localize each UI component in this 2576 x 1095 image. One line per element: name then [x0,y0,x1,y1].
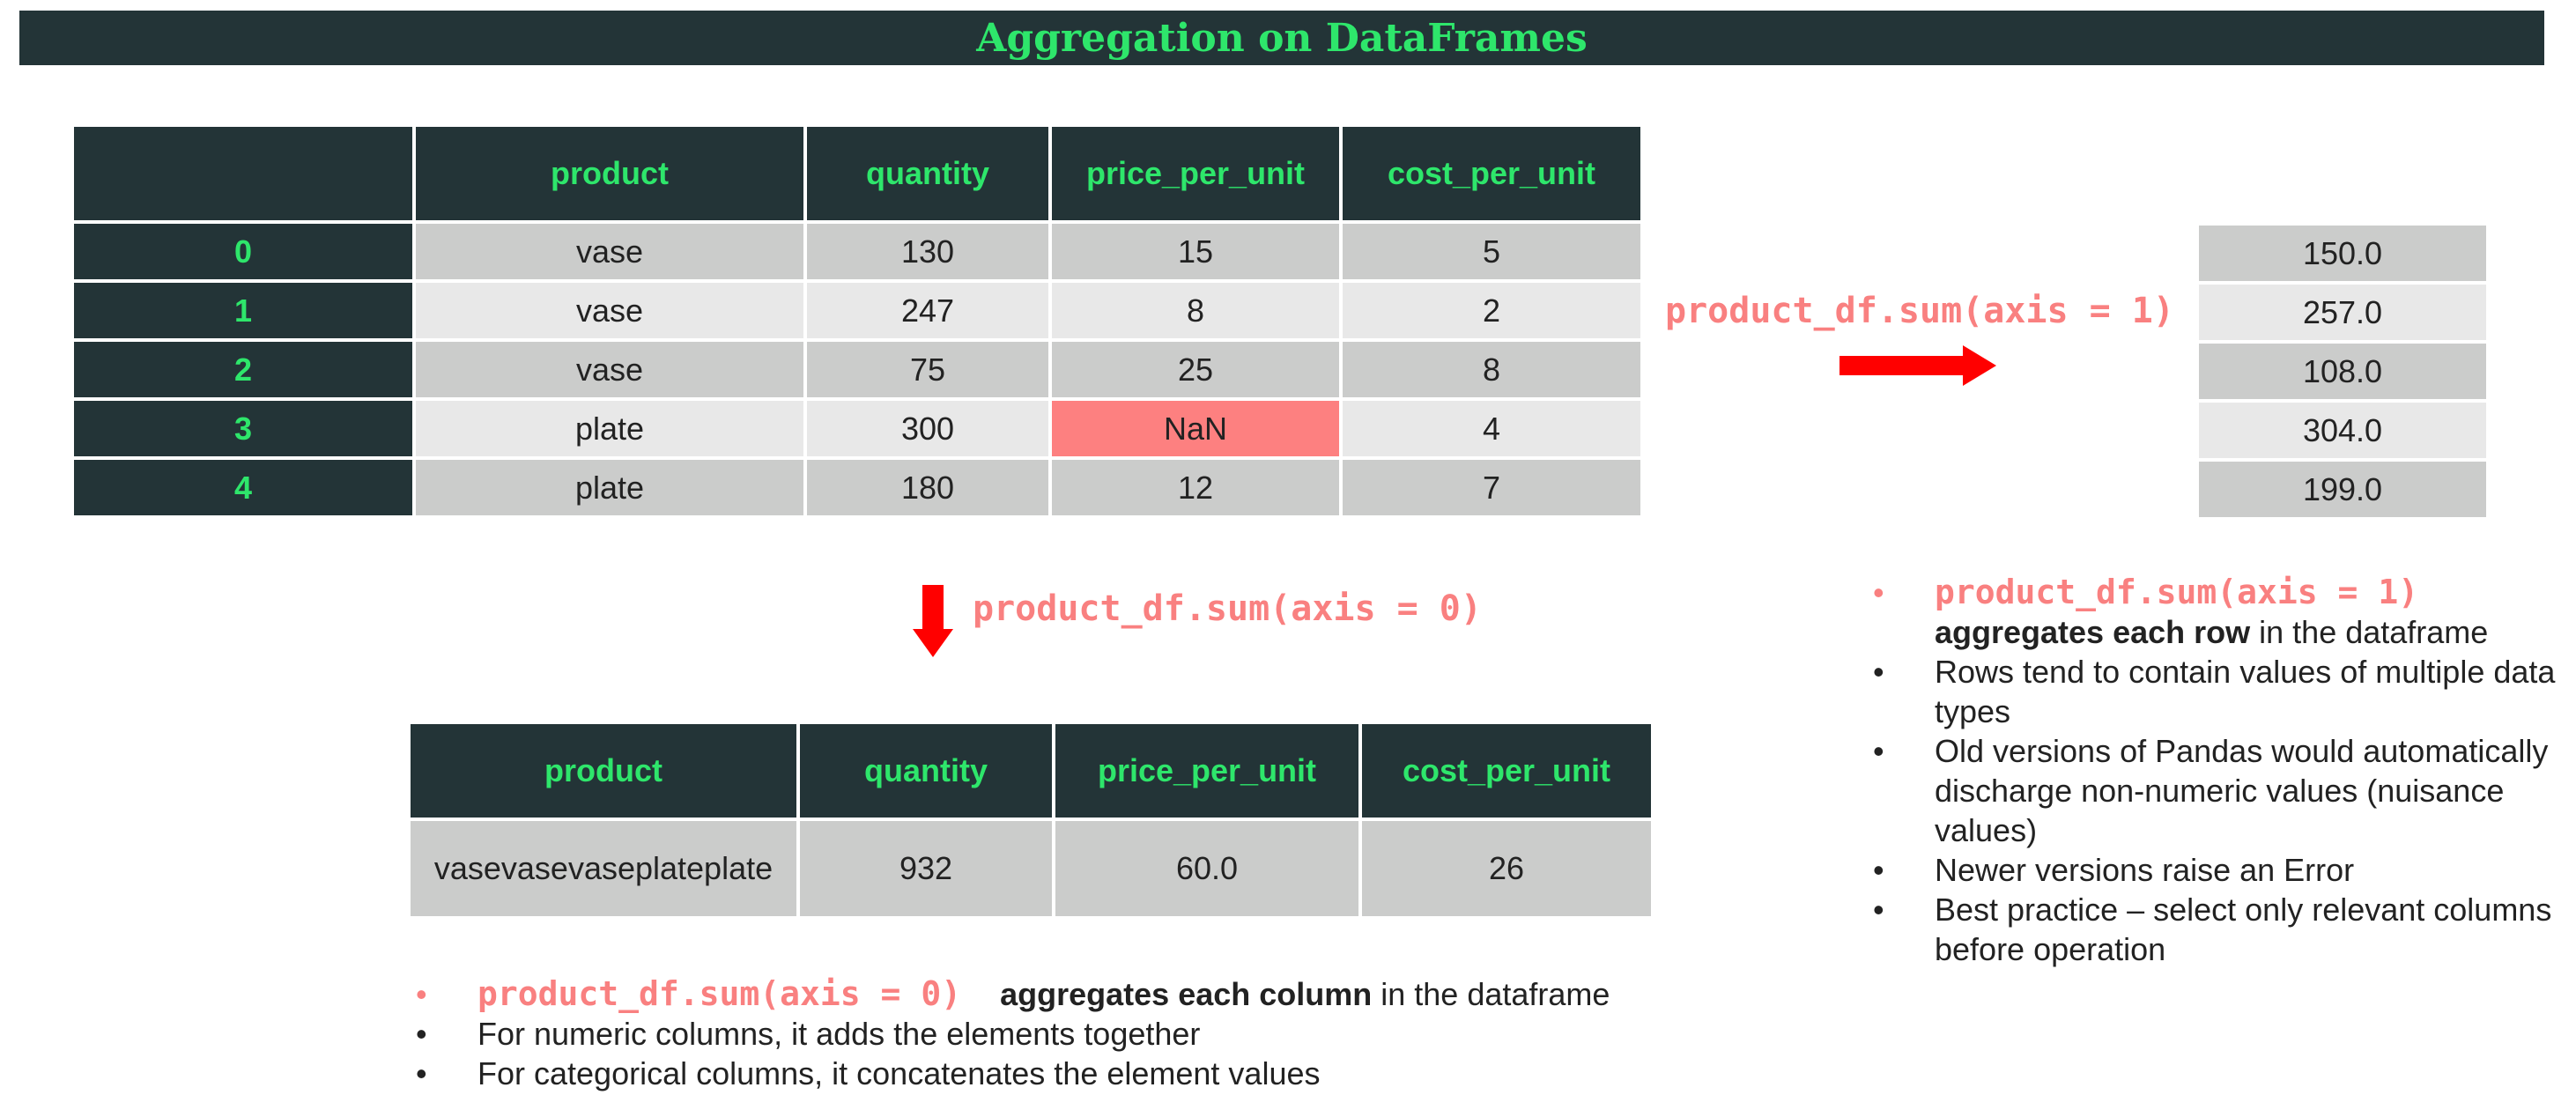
table-cell: 7 [1339,456,1644,519]
row-index: 3 [70,397,416,460]
column-header-cost-per-unit: cost_per_unit [1339,123,1644,224]
table-cell: 60.0 [1052,818,1362,920]
row-index: 2 [70,338,416,401]
table-row: 108.0 [2195,340,2490,403]
table-cell: plate [412,397,807,460]
bullet-icon: • [416,1055,427,1091]
list-item-text: Newer versions raise an Error [1935,852,2355,888]
list-item-text: For categorical columns, it concatenates… [477,1055,1321,1091]
table-row: 1 vase 247 8 2 [70,279,1644,342]
code-snippet: product_df.sum(axis = 1) [1935,573,2419,611]
list-item: • Best practice – select only relevant c… [1873,890,2560,969]
right-arrow-icon [1839,345,1996,386]
table-row: 199.0 [2195,458,2490,521]
table-cell: vasevasevaseplateplate [407,818,800,920]
code-snippet: product_df.sum(axis = 0) [477,974,962,1013]
table-cell: 8 [1339,338,1644,401]
table-cell: 247 [803,279,1052,342]
table-cell: 180 [803,456,1052,519]
table-cell: 12 [1048,456,1343,519]
row-index: 0 [70,220,416,283]
page-title: Aggregation on DataFrames [976,15,1588,61]
column-header-product: product [407,721,800,821]
table-cell: 25 [1048,338,1343,401]
axis0-bullet-list: • product_df.sum(axis = 0) aggregates ea… [416,974,1720,1093]
axis1-bullet-list: • product_df.sum(axis = 1) aggregates ea… [1873,573,2560,969]
list-item: • Rows tend to contain values of multipl… [1873,652,2560,731]
table-row: 4 plate 180 12 7 [70,456,1644,519]
list-item: • product_df.sum(axis = 1) aggregates ea… [1873,573,2560,652]
axis1-code-label: product_df.sum(axis = 1) [1665,291,2174,331]
result-cell: 150.0 [2195,222,2490,285]
table-row: 257.0 [2195,281,2490,344]
list-item-text: Old versions of Pandas would automatical… [1935,733,2549,848]
bold-text: aggregates each row [1935,614,2251,650]
table-cell: plate [412,456,807,519]
table-cell: 4 [1339,397,1644,460]
bold-text: aggregates each column [1000,976,1373,1012]
table-cell: 932 [796,818,1055,920]
column-header-quantity: quantity [796,721,1055,821]
result-cell: 304.0 [2195,399,2490,462]
table-cell: vase [412,279,807,342]
table-row: vasevasevaseplateplate 932 60.0 26 [407,818,1654,920]
table-cell: vase [412,338,807,401]
column-header-index [70,123,416,224]
table-cell: 75 [803,338,1052,401]
list-item-text: Best practice – select only relevant col… [1935,892,2552,967]
table-cell: 15 [1048,220,1343,283]
list-item: • Old versions of Pandas would automatic… [1873,731,2560,850]
list-item: • For categorical columns, it concatenat… [416,1054,1720,1093]
table-header-row: product quantity price_per_unit cost_per… [407,721,1654,821]
table-cell: 130 [803,220,1052,283]
list-item: • Newer versions raise an Error [1873,850,2560,890]
list-item-text: in the dataframe [1372,976,1610,1012]
axis0-code-label: product_df.sum(axis = 0) [973,588,1482,629]
table-header-row: product quantity price_per_unit cost_per… [70,123,1644,224]
down-arrow-icon [913,585,953,657]
table-row: 3 plate 300 NaN 4 [70,397,1644,460]
column-header-product: product [412,123,807,224]
column-header-price-per-unit: price_per_unit [1048,123,1343,224]
list-item: • For numeric columns, it adds the eleme… [416,1014,1720,1054]
result-cell: 108.0 [2195,340,2490,403]
table-cell: 5 [1339,220,1644,283]
list-item: • product_df.sum(axis = 0) aggregates ea… [416,974,1720,1014]
table-cell: 26 [1358,818,1654,920]
result-cell: 199.0 [2195,458,2490,521]
list-item-text: For numeric columns, it adds the element… [477,1016,1201,1052]
bullet-icon: • [1873,574,1884,610]
table-cell: 8 [1048,279,1343,342]
bullet-icon: • [1873,733,1884,769]
axis0-result-table: product quantity price_per_unit cost_per… [407,721,1654,920]
bullet-icon: • [1873,852,1884,888]
bullet-icon: • [416,976,427,1012]
list-item-text: Rows tend to contain values of multiple … [1935,654,2556,729]
list-item-text: in the dataframe [2250,614,2489,650]
column-header-quantity: quantity [803,123,1052,224]
table-cell: 300 [803,397,1052,460]
row-index: 4 [70,456,416,519]
table-row: 0 vase 130 15 5 [70,220,1644,283]
nan-cell: NaN [1048,397,1343,460]
table-cell: vase [412,220,807,283]
table-row: 304.0 [2195,399,2490,462]
title-bar: Aggregation on DataFrames [19,11,2544,65]
bullet-icon: • [416,1016,427,1052]
column-header-price-per-unit: price_per_unit [1052,721,1362,821]
table-cell: 2 [1339,279,1644,342]
table-row: 150.0 [2195,222,2490,285]
table-row: 2 vase 75 25 8 [70,338,1644,401]
axis1-result-table: 150.0 257.0 108.0 304.0 199.0 [2195,222,2490,521]
row-index: 1 [70,279,416,342]
bullet-icon: • [1873,892,1884,928]
column-header-cost-per-unit: cost_per_unit [1358,721,1654,821]
main-dataframe-table: product quantity price_per_unit cost_per… [70,123,1644,519]
result-cell: 257.0 [2195,281,2490,344]
bullet-icon: • [1873,654,1884,690]
